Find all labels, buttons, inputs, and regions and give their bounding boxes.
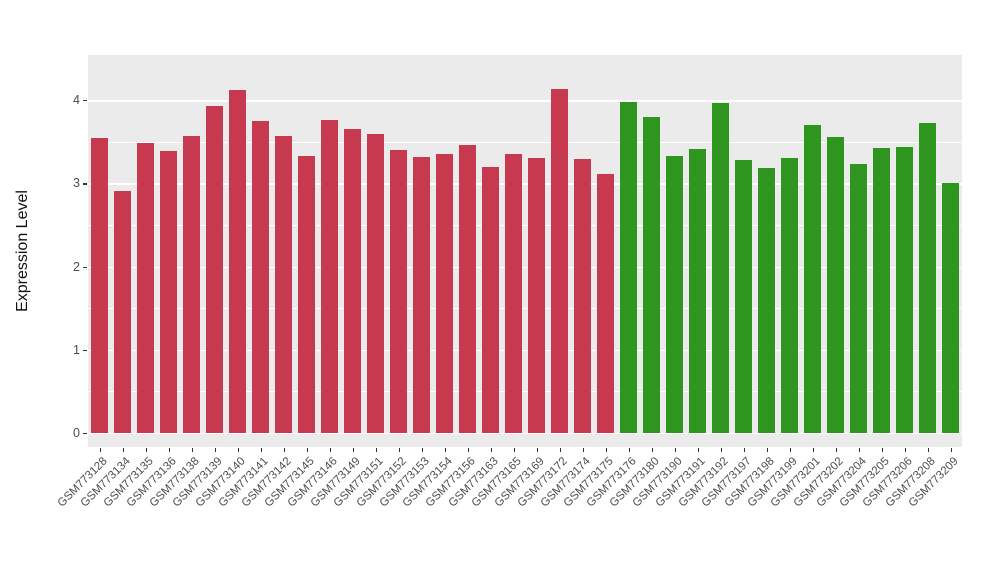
bar — [619, 101, 637, 433]
y-tick-label: 0 — [73, 426, 80, 440]
x-tick-mark — [467, 448, 469, 452]
gridline-minor — [88, 141, 962, 143]
x-tick-mark — [927, 448, 929, 452]
x-tick-mark — [375, 448, 377, 452]
y-tick-mark — [83, 349, 87, 351]
x-tick-mark — [605, 448, 607, 452]
bar — [320, 120, 338, 433]
bar — [895, 146, 913, 433]
bar — [90, 138, 108, 433]
x-tick-mark — [789, 448, 791, 452]
y-tick-label: 2 — [73, 259, 80, 274]
bar — [941, 182, 959, 433]
bar — [366, 134, 384, 433]
bar — [849, 164, 867, 433]
x-tick-mark — [674, 448, 676, 452]
bar — [826, 136, 844, 433]
bar — [389, 150, 407, 433]
bar — [343, 129, 361, 433]
gridline-major — [88, 266, 962, 268]
x-tick-mark — [444, 448, 446, 452]
y-tick-label: 1 — [73, 342, 80, 357]
x-tick-mark — [950, 448, 952, 452]
x-tick-mark — [651, 448, 653, 452]
x-tick-mark — [145, 448, 147, 452]
x-tick-mark — [835, 448, 837, 452]
bar — [435, 154, 453, 433]
bar — [136, 142, 154, 433]
bar — [665, 155, 683, 433]
bar — [734, 160, 752, 433]
x-tick-mark — [168, 448, 170, 452]
x-tick-mark — [858, 448, 860, 452]
bar — [780, 157, 798, 433]
bar — [481, 166, 499, 433]
y-tick-mark — [83, 183, 87, 185]
y-axis-title-text: Expression Level — [14, 190, 31, 312]
x-tick-mark — [306, 448, 308, 452]
x-tick-mark — [881, 448, 883, 452]
plot-panel — [88, 55, 962, 447]
bar — [872, 147, 890, 433]
x-tick-mark — [720, 448, 722, 452]
bar — [642, 116, 660, 433]
x-tick-mark — [99, 448, 101, 452]
x-tick-mark — [122, 448, 124, 452]
x-tick-mark — [766, 448, 768, 452]
x-tick-mark — [329, 448, 331, 452]
bar — [251, 120, 269, 433]
bar — [412, 156, 430, 433]
x-tick-mark — [214, 448, 216, 452]
bar — [458, 145, 476, 433]
bar — [803, 125, 821, 433]
bar — [711, 102, 729, 433]
bar — [550, 89, 568, 433]
x-tick-mark — [904, 448, 906, 452]
x-tick-mark — [191, 448, 193, 452]
bar — [757, 168, 775, 433]
x-tick-mark — [490, 448, 492, 452]
gridline-minor — [88, 391, 962, 393]
bar — [504, 154, 522, 433]
x-tick-mark — [398, 448, 400, 452]
x-tick-mark — [628, 448, 630, 452]
bar — [297, 155, 315, 433]
gridline-major — [88, 349, 962, 352]
gridline-major — [88, 433, 962, 435]
x-tick-mark — [697, 448, 699, 452]
bar — [205, 105, 223, 433]
bar — [159, 150, 177, 433]
gridline-major — [88, 100, 962, 102]
bar — [573, 159, 591, 433]
bar — [228, 90, 246, 433]
bar — [113, 190, 131, 433]
x-tick-mark — [536, 448, 538, 452]
bar — [688, 149, 706, 433]
gridline-minor — [88, 224, 962, 226]
y-tick-mark — [83, 100, 87, 102]
x-tick-mark — [812, 448, 814, 452]
y-tick-mark — [83, 433, 87, 435]
x-tick-mark — [559, 448, 561, 452]
bar — [274, 135, 292, 433]
y-tick-label: 4 — [73, 93, 80, 108]
x-tick-mark — [743, 448, 745, 452]
x-tick-mark — [260, 448, 262, 452]
x-tick-mark — [513, 448, 515, 452]
x-tick-mark — [582, 448, 584, 452]
bar — [527, 158, 545, 433]
bar — [182, 135, 200, 433]
x-tick-mark — [237, 448, 239, 452]
gridline-major — [88, 183, 962, 185]
bar — [596, 174, 614, 433]
x-tick-mark — [283, 448, 285, 452]
bar — [918, 123, 936, 433]
x-tick-mark — [352, 448, 354, 452]
x-tick-mark — [421, 448, 423, 452]
gridline-minor — [88, 308, 962, 309]
y-tick-label: 3 — [73, 176, 80, 191]
y-tick-mark — [83, 266, 87, 268]
